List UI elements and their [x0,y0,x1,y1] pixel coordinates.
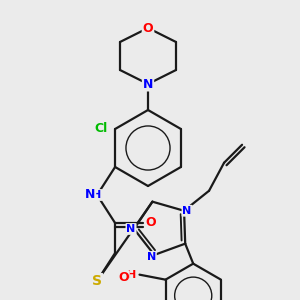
Text: Cl: Cl [94,122,108,136]
Text: N: N [182,206,192,216]
Text: O: O [118,271,129,284]
Text: N: N [126,224,136,234]
Text: S: S [92,274,102,288]
Text: O: O [146,217,156,230]
Text: H: H [92,190,102,200]
Text: N: N [143,77,153,91]
Text: O: O [143,22,153,34]
Text: N: N [147,252,156,262]
Text: N: N [85,188,95,200]
Text: H: H [127,270,136,280]
